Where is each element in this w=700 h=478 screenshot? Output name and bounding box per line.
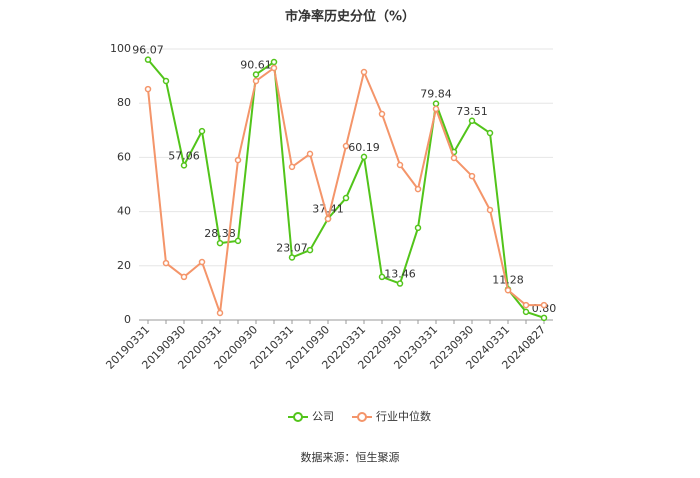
point: [522, 301, 530, 309]
point: [396, 280, 404, 287]
point: [540, 301, 548, 309]
data-label: 73.51: [456, 105, 488, 118]
point: [324, 215, 332, 223]
point: [396, 161, 404, 169]
point: [414, 224, 422, 232]
y-tick-label: 60: [117, 150, 131, 163]
y-tick-label: 0: [124, 313, 131, 326]
point: [378, 110, 386, 118]
data-label: 11.28: [492, 273, 524, 286]
point: [198, 258, 206, 266]
point: [144, 56, 152, 63]
point: [198, 127, 206, 135]
point: [540, 314, 548, 322]
point: [252, 71, 260, 78]
point: [180, 273, 188, 281]
data-label: 90.61: [240, 58, 272, 71]
data-label: 28.38: [204, 227, 236, 240]
point: [162, 77, 170, 85]
legend-label: 公司: [312, 410, 334, 423]
point: [342, 142, 350, 150]
y-tick-label: 100: [110, 42, 131, 55]
point: [216, 239, 224, 247]
legend-label: 行业中位数: [376, 409, 431, 423]
source: 数据来源：恒生聚源: [301, 450, 400, 464]
point: [378, 273, 386, 281]
point: [288, 254, 296, 261]
chart-title: 市净率历史分位（%）: [285, 9, 415, 25]
point: [432, 100, 440, 107]
point: [468, 172, 476, 180]
point: [360, 68, 368, 76]
data-label: 60.19: [348, 141, 380, 154]
data-label: 13.46: [384, 268, 416, 281]
data-label: 37.41: [312, 203, 344, 216]
point: [234, 156, 242, 164]
point: [144, 85, 152, 93]
legend-swatch-dot: [357, 412, 367, 422]
point: [342, 194, 350, 202]
point: [216, 309, 224, 317]
point: [180, 162, 188, 169]
point: [234, 237, 242, 245]
legend: 公司 行业中位数: [288, 409, 431, 423]
point: [270, 64, 278, 72]
data-label: 79.84: [420, 88, 452, 101]
point: [432, 105, 440, 113]
point: [288, 163, 296, 171]
point: [360, 153, 368, 161]
point: [414, 185, 422, 193]
y-tick-label: 80: [117, 96, 131, 109]
legend-swatch-dot: [293, 412, 303, 422]
y-tick-label: 40: [117, 205, 131, 218]
point: [486, 206, 494, 214]
point: [504, 286, 512, 294]
point: [450, 154, 458, 162]
y-tick-label: 20: [117, 259, 131, 272]
point: [522, 308, 530, 316]
data-label: 96.07: [132, 44, 164, 57]
point: [486, 129, 494, 137]
point: [468, 117, 476, 125]
data-label: 57.06: [168, 149, 200, 162]
data-label: 23.07: [276, 241, 308, 254]
point: [162, 259, 170, 267]
point: [306, 150, 314, 158]
point: [270, 58, 278, 66]
point: [252, 77, 260, 85]
point: [306, 246, 314, 254]
